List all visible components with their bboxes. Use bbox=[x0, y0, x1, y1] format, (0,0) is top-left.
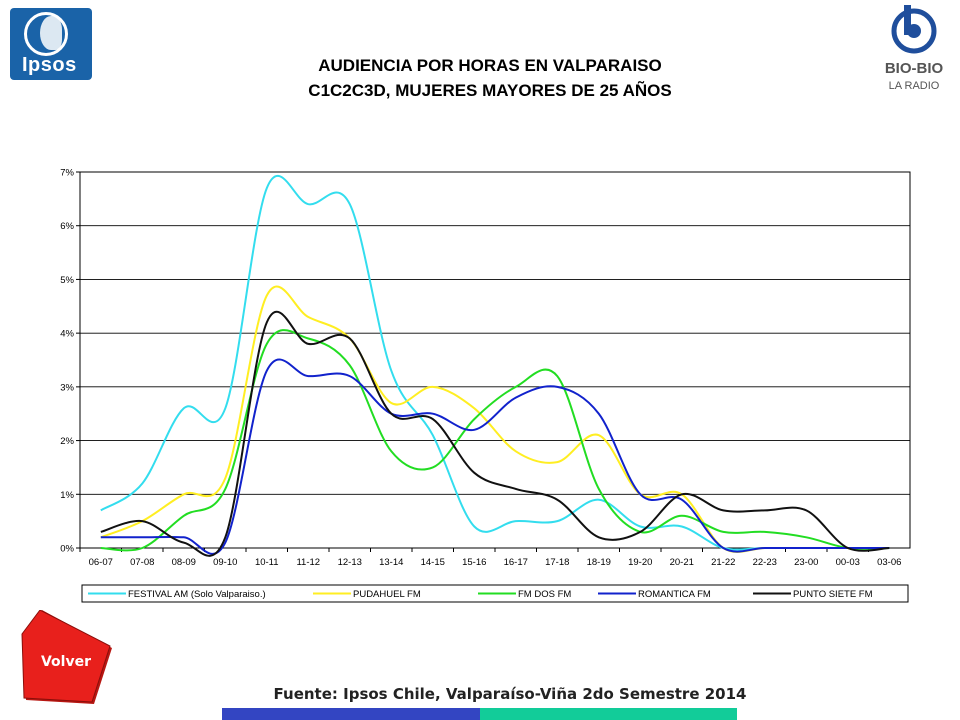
ipsos-logo: Ipsos bbox=[10, 8, 92, 80]
biobio-logo-dot bbox=[907, 24, 921, 38]
chart-legend: FESTIVAL AM (Solo Valparaiso.) PUDAHUEL F… bbox=[81, 584, 909, 603]
biobio-logo: BIO-BIO LA RADIO bbox=[885, 5, 944, 92]
x-tick-label: 09-10 bbox=[213, 557, 237, 568]
y-tick-label: 0% bbox=[60, 544, 74, 555]
footer-bar-blue bbox=[222, 708, 480, 720]
y-tick-label: 6% bbox=[60, 221, 74, 232]
x-tick-label: 11-12 bbox=[296, 557, 320, 568]
x-tick-label: 22-23 bbox=[753, 557, 777, 568]
x-tick-label: 16-17 bbox=[504, 557, 528, 568]
legend-label: PUNTO SIETE FM bbox=[793, 589, 873, 600]
x-tick-label: 12-13 bbox=[338, 557, 362, 568]
y-tick-label: 5% bbox=[60, 275, 74, 286]
biobio-logo-stem bbox=[904, 5, 911, 35]
biobio-logo-text: BIO-BIO bbox=[885, 60, 944, 77]
legend-label: PUDAHUEL FM bbox=[353, 589, 421, 600]
x-tick-label: 20-21 bbox=[670, 557, 694, 568]
x-tick-label: 10-11 bbox=[255, 557, 279, 568]
plot-frame bbox=[79, 171, 911, 549]
footer-bar-teal bbox=[480, 708, 737, 720]
x-tick-label: 03-06 bbox=[877, 557, 901, 568]
ipsos-logo-text: Ipsos bbox=[22, 54, 77, 76]
volver-button[interactable]: Volver bbox=[14, 610, 124, 705]
x-tick-label: 17-18 bbox=[545, 557, 569, 568]
legend-label: FM DOS FM bbox=[518, 589, 571, 600]
y-tick-label: 1% bbox=[60, 490, 74, 501]
x-tick-label: 08-09 bbox=[172, 557, 196, 568]
y-tick-label: 3% bbox=[60, 382, 74, 393]
biobio-logo-circle bbox=[891, 8, 937, 54]
chart-title-line2: C1C2C3D, MUJERES MAYORES DE 25 AÑOS bbox=[308, 81, 672, 100]
volver-button-label: Volver bbox=[41, 654, 91, 670]
x-tick-label: 18-19 bbox=[587, 557, 611, 568]
y-tick-label: 7% bbox=[60, 168, 74, 179]
y-tick-label: 4% bbox=[60, 329, 74, 340]
line-chart: 0% 1% 2% 3% 4% 5% 6% 7% 06-07 07-08 08-09 09-10 10-1… bbox=[60, 168, 911, 603]
biobio-logo-subtext: LA RADIO bbox=[889, 80, 940, 92]
x-tick-label: 23-00 bbox=[794, 557, 818, 568]
series-line-4 bbox=[100, 358, 890, 555]
x-tick-label: 13-14 bbox=[379, 557, 403, 568]
legend-label: FESTIVAL AM (Solo Valparaiso.) bbox=[128, 589, 266, 600]
x-tick-label: 06-07 bbox=[89, 557, 113, 568]
x-tick-label: 21-22 bbox=[711, 557, 735, 568]
source-note: Fuente: Ipsos Chile, Valparaíso-Viña 2do… bbox=[273, 685, 747, 703]
x-tick-label: 14-15 bbox=[421, 557, 445, 568]
chart-title-line1: AUDIENCIA POR HORAS EN VALPARAISO bbox=[318, 56, 662, 75]
x-tick-label: 00-03 bbox=[836, 557, 860, 568]
legend-label: ROMANTICA FM bbox=[638, 589, 711, 600]
y-tick-label: 2% bbox=[60, 436, 74, 447]
x-tick-label: 15-16 bbox=[462, 557, 486, 568]
ipsos-logo-face bbox=[40, 16, 62, 50]
volver-button-shape bbox=[21, 610, 111, 703]
x-tick-label: 19-20 bbox=[628, 557, 652, 568]
ipsos-logo-ring bbox=[24, 12, 68, 56]
series-line-3 bbox=[100, 329, 890, 552]
plot-area: 0% 1% 2% 3% 4% 5% 6% 7% 06-07 07-08 08-09 09-10 10-1… bbox=[60, 168, 911, 568]
series-line-1 bbox=[100, 174, 890, 551]
x-tick-label: 07-08 bbox=[130, 557, 154, 568]
series-line-5 bbox=[100, 310, 890, 557]
